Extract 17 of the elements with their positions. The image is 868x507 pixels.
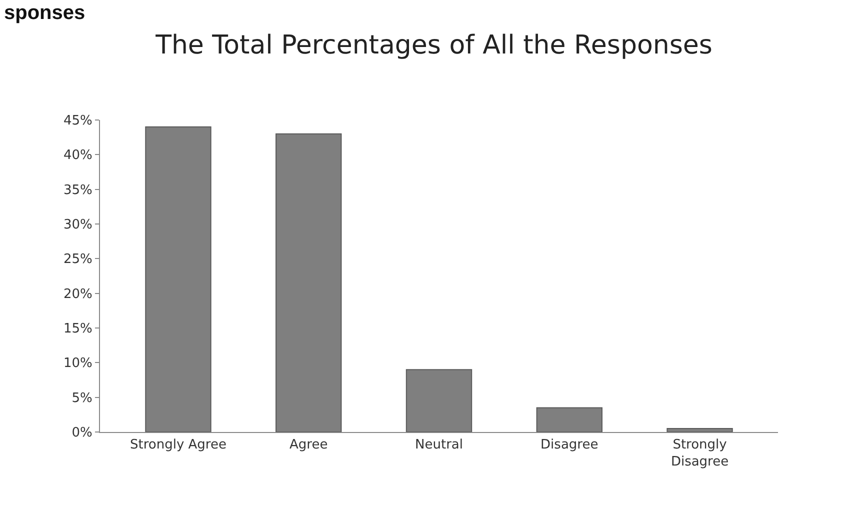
x-tick-label: Agree — [290, 438, 328, 453]
y-tick-label: 35% — [63, 182, 92, 198]
y-tick-label: 15% — [63, 322, 92, 337]
x-tick-label: Strongly Disagree — [670, 438, 729, 470]
y-tick-label: 0% — [72, 426, 92, 441]
y-tick-label: 10% — [63, 356, 92, 372]
y-tick-label: 45% — [63, 114, 92, 129]
y-tick-label: 5% — [72, 390, 92, 406]
y-tick-label: 25% — [63, 252, 92, 268]
x-tick-label: Disagree — [540, 438, 598, 453]
text: sponses — [4, 2, 86, 24]
y-tick-label: 30% — [63, 218, 92, 233]
y-tick-label: 20% — [63, 286, 92, 302]
x-tick-label: Neutral — [415, 438, 463, 453]
y-tick-label: 40% — [63, 148, 92, 164]
x-tick-label: Strongly Agree — [130, 438, 226, 453]
chart-title: The Total Percentages of All the Responses — [154, 30, 712, 61]
